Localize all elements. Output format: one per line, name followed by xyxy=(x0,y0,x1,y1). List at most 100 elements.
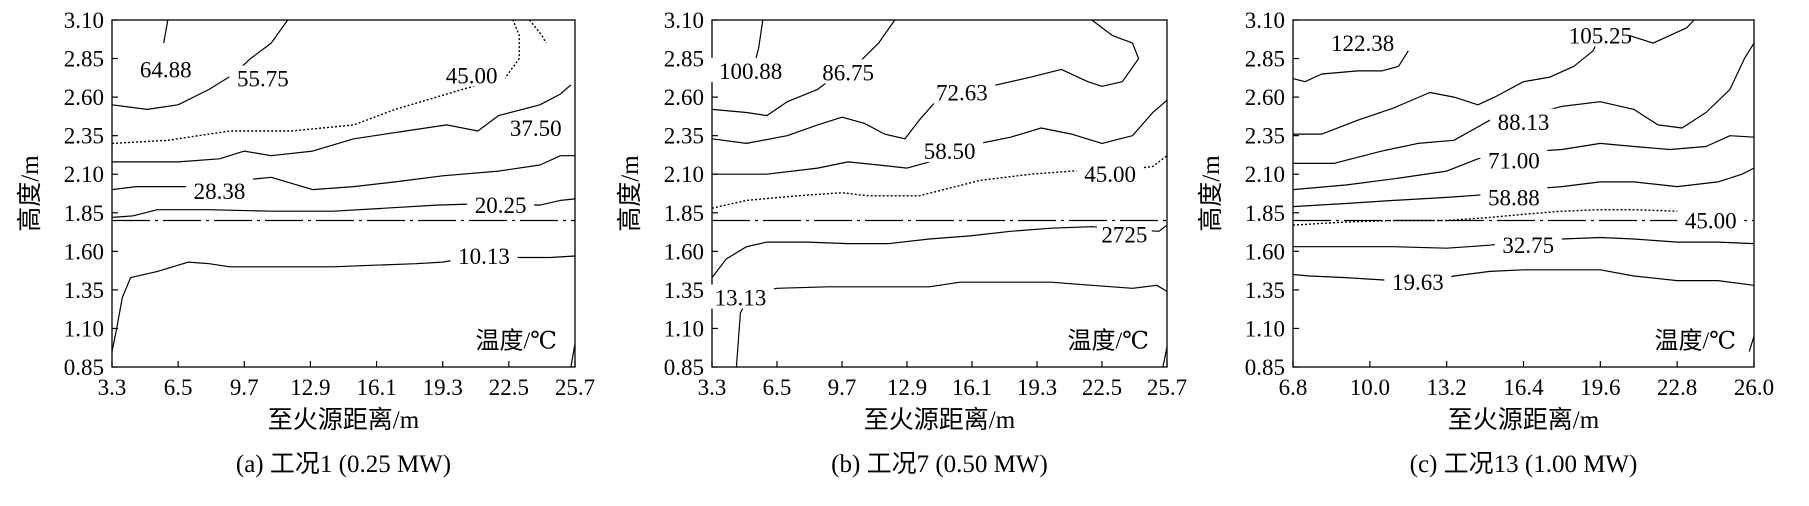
y-tick-label: 3.10 xyxy=(664,8,704,33)
y-tick-label: 0.85 xyxy=(664,355,704,380)
contour-label: 45.00 xyxy=(1685,208,1737,233)
panel-caption: (c) 工况13 (1.00 MW) xyxy=(1410,451,1638,478)
y-tick-label: 2.10 xyxy=(1245,162,1285,187)
x-tick-label: 9.7 xyxy=(230,375,259,400)
contour-line xyxy=(111,19,520,145)
contour-line xyxy=(111,155,575,191)
contour-label: 122.38 xyxy=(1331,31,1394,56)
x-tick-label: 3.3 xyxy=(698,375,727,400)
x-tick-label: 10.0 xyxy=(1350,375,1390,400)
contour-label: 58.88 xyxy=(1488,185,1540,210)
contour-label: 32.75 xyxy=(1502,233,1554,258)
y-tick-label: 1.60 xyxy=(64,239,104,264)
contour-label: 55.75 xyxy=(237,67,289,92)
contour-label-bg xyxy=(438,62,506,87)
x-tick-label: 6.5 xyxy=(763,375,792,400)
contour-line xyxy=(111,19,289,110)
y-tick-label: 1.35 xyxy=(664,278,704,303)
contour-label-bg xyxy=(229,65,297,90)
contour-label-bg xyxy=(928,79,996,104)
y-tick-label: 2.60 xyxy=(1245,85,1285,110)
y-tick-label: 1.60 xyxy=(664,239,704,264)
x-tick-label: 26.0 xyxy=(1734,375,1774,400)
contour-label: 45.00 xyxy=(1084,162,1136,187)
contour-label-bg xyxy=(1480,184,1548,209)
y-axis-label: 高度/m xyxy=(1197,155,1225,232)
contour-label: 45.00 xyxy=(446,64,498,89)
panel-caption: (b) 工况7 (0.50 MW) xyxy=(831,451,1048,478)
contour-label-bg xyxy=(502,114,570,139)
contour-label: 86.75 xyxy=(822,60,874,85)
contour-label: 58.50 xyxy=(924,139,976,164)
y-tick-label: 1.85 xyxy=(64,201,104,226)
contour-label: 13.13 xyxy=(715,286,767,311)
temperature-unit-note: 温度/℃ xyxy=(475,327,557,354)
plot-frame xyxy=(111,19,576,368)
contour-line xyxy=(1292,269,1755,286)
contour-line xyxy=(1293,42,1755,164)
x-tick-label: 22.8 xyxy=(1657,375,1697,400)
contour-label: 71.00 xyxy=(1488,148,1540,173)
contour-label-bg xyxy=(467,192,535,217)
x-tick-label: 13.2 xyxy=(1427,375,1467,400)
y-tick-label: 0.85 xyxy=(1245,355,1285,380)
contour-label: 20.25 xyxy=(475,193,527,218)
contour-label-bg xyxy=(1323,30,1403,55)
x-tick-label: 16.4 xyxy=(1503,375,1544,400)
temperature-unit-note: 温度/℃ xyxy=(1067,327,1149,354)
contour-label-bg xyxy=(1494,232,1562,257)
x-tick-label: 9.7 xyxy=(828,375,857,400)
x-tick-label: 19.3 xyxy=(1017,375,1057,400)
contour-label-bg xyxy=(1384,269,1452,294)
contour-line xyxy=(1162,346,1168,368)
y-tick-label: 1.85 xyxy=(1245,201,1285,226)
contour-line xyxy=(1292,50,1409,83)
contour-label-bg xyxy=(916,138,984,163)
x-tick-label: 19.6 xyxy=(1580,375,1620,400)
x-tick-label: 25.7 xyxy=(1147,375,1187,400)
panel-caption: (a) 工况1 (0.25 MW) xyxy=(236,451,451,478)
temperature-unit-note: 温度/℃ xyxy=(1654,327,1736,354)
contour-label-bg xyxy=(710,57,791,82)
contour-label-bg xyxy=(706,284,774,309)
contour-label-bg xyxy=(1560,22,1640,47)
contour-label-bg xyxy=(1490,108,1557,133)
y-tick-label: 3.10 xyxy=(64,8,104,33)
contour-label-bg xyxy=(1480,147,1548,172)
contour-label: 64.88 xyxy=(140,57,192,82)
y-tick-label: 2.85 xyxy=(1245,47,1285,72)
x-axis-label: 至火源距离/m xyxy=(1448,406,1600,434)
contour-line xyxy=(570,343,576,368)
x-tick-label: 16.1 xyxy=(952,375,992,400)
contour-label: 72.63 xyxy=(936,80,988,105)
y-tick-label: 2.35 xyxy=(64,124,104,149)
x-tick-label: 16.1 xyxy=(356,375,396,400)
contour-line xyxy=(112,84,572,163)
panel-b: 3.3 6.5 9.7 12.9 16.1 19.3 22.5 25.7 0.85 1.10 1.3… xyxy=(616,8,1187,478)
panel-a: 3.3 6.5 9.7 12.9 16.1 19.3 22.5 25.7 0.85 1.10 1.3… xyxy=(16,8,595,478)
contour-line xyxy=(711,19,896,117)
contour-label: 28.38 xyxy=(194,179,246,204)
x-tick-label: 6.5 xyxy=(164,375,193,400)
y-tick-label: 1.10 xyxy=(664,316,704,341)
contour-label-bg xyxy=(1677,207,1745,232)
contour-label-bg xyxy=(1096,221,1152,246)
y-tick-label: 2.60 xyxy=(64,85,104,110)
contour-label-bg xyxy=(1076,161,1144,186)
contour-label: 100.88 xyxy=(719,59,782,84)
y-tick-label: 2.10 xyxy=(664,162,704,187)
contour-label: 37.50 xyxy=(510,116,562,141)
x-tick-label: 22.5 xyxy=(489,375,529,400)
y-axis-label: 高度/m xyxy=(16,155,44,232)
contour-line xyxy=(1293,35,1601,135)
x-tick-label: 19.3 xyxy=(423,375,463,400)
contour-label: 88.13 xyxy=(1498,110,1550,135)
y-tick-label: 1.85 xyxy=(664,201,704,226)
x-tick-label: 3.3 xyxy=(98,375,127,400)
contour-label: 2725 xyxy=(1101,222,1147,247)
y-tick-label: 1.10 xyxy=(1245,316,1285,341)
contour-label-bg xyxy=(450,242,518,267)
y-tick-label: 2.35 xyxy=(664,124,704,149)
contour-line xyxy=(1292,209,1695,226)
